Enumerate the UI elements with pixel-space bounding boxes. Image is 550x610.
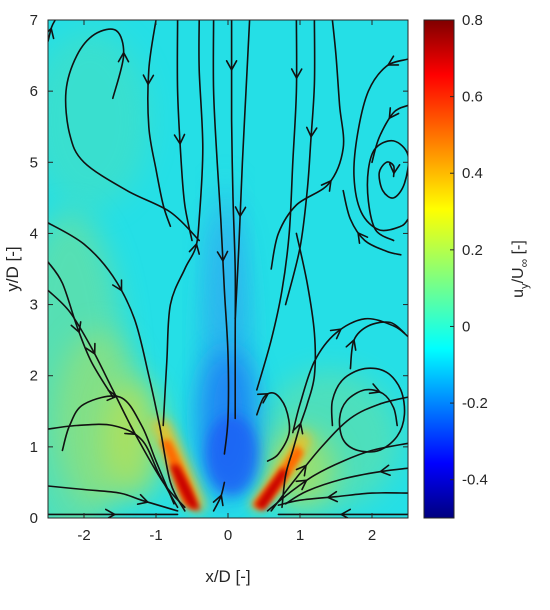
y-tick-label: 0	[30, 510, 38, 527]
streamline-arrow	[85, 342, 96, 355]
streamline	[48, 289, 186, 509]
streamline	[48, 222, 186, 512]
streamline-arrow	[142, 74, 155, 86]
streamline	[230, 20, 237, 420]
y-tick-label: 3	[30, 297, 38, 314]
streamline-arrow	[329, 328, 342, 340]
streamline	[270, 20, 345, 270]
x-tick-label: -2	[77, 527, 90, 544]
streamline-arrow	[225, 60, 238, 71]
streamline-arrow	[388, 107, 400, 119]
y-tick-label: 5	[30, 154, 38, 171]
streamline	[234, 20, 251, 320]
streamline	[284, 20, 316, 306]
streamlines	[48, 20, 408, 518]
colorbar-tick-label: 0.8	[462, 12, 483, 29]
streamline-arrow	[368, 383, 381, 395]
colorbar-label: uy/U∞ [-]	[510, 240, 531, 298]
colorbar-tick-label: 0	[462, 318, 470, 335]
y-tick-label: 6	[30, 83, 38, 100]
x-tick-label: 2	[368, 527, 376, 544]
streamline-arrow	[295, 464, 307, 477]
streamline-arrow	[379, 464, 391, 476]
colorbar-label-main: u	[510, 289, 527, 298]
streamline	[281, 232, 317, 509]
x-axis-ticks: -2 -1 0 1 2	[77, 20, 376, 544]
streamline-arrow	[212, 494, 224, 507]
y-axis-label: y/D [-]	[3, 246, 22, 291]
streamline-arrow	[216, 250, 229, 262]
streamline	[349, 321, 406, 370]
y-tick-label: 1	[30, 439, 38, 456]
streamline-arrow	[345, 339, 357, 351]
y-tick-label: 2	[30, 368, 38, 385]
colorbar-label-sep: /U	[510, 267, 527, 283]
streamline-arrow	[136, 493, 149, 505]
streamline	[48, 485, 179, 512]
streamline-arrow	[306, 126, 318, 138]
streamline-arrow	[48, 27, 55, 40]
streamline-arrow	[292, 422, 304, 435]
streamline-arrow	[234, 206, 247, 217]
colorbar-tick-label: -0.2	[462, 395, 488, 412]
streamline-arrow	[327, 490, 339, 503]
colorbar	[423, 19, 455, 519]
streamline-arrow	[388, 163, 401, 175]
streamline	[48, 20, 56, 43]
streamline	[147, 20, 172, 228]
colorbar-label-unit: [-]	[510, 240, 527, 259]
streamline	[162, 20, 204, 427]
heatmap-field	[48, 20, 408, 518]
streamline	[256, 20, 298, 391]
y-axis-ticks: 0 1 2 3 4 5 6 7	[30, 12, 408, 527]
colorbar-tick-label: 0.2	[462, 242, 483, 259]
streamline	[353, 58, 408, 232]
streamline-arrow	[357, 232, 369, 244]
x-tick-label: 1	[296, 527, 304, 544]
streamline	[292, 317, 408, 434]
streamline-arrow	[320, 180, 332, 192]
x-axis-label: x/D [-]	[205, 567, 250, 586]
y-tick-label: 4	[30, 225, 38, 242]
streamline-arrow	[295, 479, 308, 491]
colorbar-label-sub2: ∞	[517, 259, 531, 268]
streamline-arrow	[112, 279, 123, 292]
streamline	[48, 261, 114, 398]
streamline	[270, 396, 408, 512]
y-tick-label: 7	[30, 12, 38, 29]
streamline	[330, 367, 406, 453]
streamline-arrow	[387, 55, 400, 66]
streamline-arrow	[117, 51, 130, 63]
streamline-arrow	[257, 393, 269, 404]
streamline-arrow	[188, 243, 200, 255]
colorbar-label-sub: y	[519, 283, 531, 289]
streamline	[284, 467, 408, 505]
streamline	[64, 28, 200, 242]
streamline	[277, 492, 408, 506]
x-tick-label: 0	[224, 527, 232, 544]
streamline	[176, 20, 193, 242]
colorbar-tick-label: -0.4	[462, 472, 488, 489]
streamline	[256, 391, 291, 462]
streamline	[342, 189, 402, 256]
x-tick-label: -1	[149, 527, 162, 544]
streamline-arrow	[290, 68, 303, 79]
colorbar-tick-label: 0.4	[462, 165, 483, 182]
colorbar-ticks: 0.8 0.6 0.4 0.2 0 -0.2 -0.4	[450, 12, 488, 489]
streamline	[266, 442, 408, 512]
streamline	[371, 104, 408, 164]
colorbar-tick-label: 0.6	[462, 89, 483, 106]
streamline	[212, 20, 230, 455]
streamline-arrow	[173, 133, 186, 145]
streamline-arrow	[70, 321, 82, 333]
streamline	[61, 395, 175, 505]
